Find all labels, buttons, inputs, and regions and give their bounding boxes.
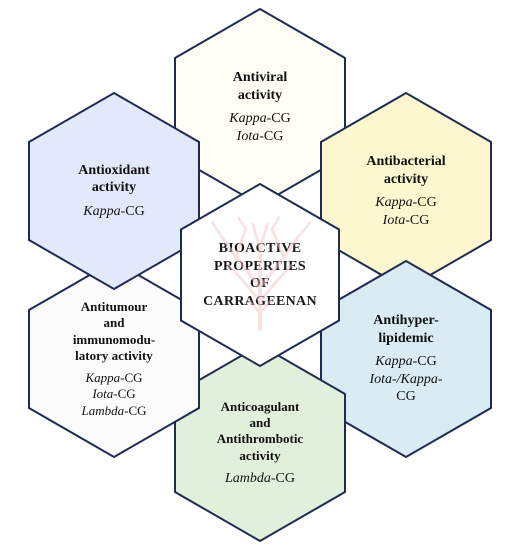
hex-title-line: Antihyper- [373,312,439,330]
hex-body-line: Kappa-CG [83,203,144,221]
hex-title-line: and [217,415,303,431]
hex-body-line: CG [369,388,442,406]
hex-title-line: Antithrombotic [217,431,303,447]
hex-title: Antihyper-lipidemic [373,312,439,347]
hex-body-line: Iota-CG [81,386,146,402]
diagram-stage: BIOACTIVE PROPERTIES OF CARRAGEENAN Anti… [0,0,521,550]
hex-body: Kappa-CGIota-CGLambda-CG [81,370,146,419]
center-hex: BIOACTIVE PROPERTIES OF CARRAGEENAN [181,184,339,366]
center-line: OF [203,275,317,293]
center-line: BIOACTIVE [203,240,317,258]
hex-body: Kappa-CGIota-CG [229,110,290,145]
hex-body: Kappa-CGIota-/Kappa-CG [369,353,442,406]
hex-title-line: immunomodu- [73,332,155,348]
hex-title-line: lipidemic [373,330,439,348]
hex-title-line: Antioxidant [78,162,150,180]
hex-title-line: and [73,315,155,331]
center-line: PROPERTIES [203,258,317,276]
hex-body-line: Iota-CG [229,128,290,146]
hex-body-line: Iota-CG [375,212,436,230]
hex-title-line: Antibacterial [366,153,445,171]
hex-body-line: Kappa-CG [369,353,442,371]
hex-body-line: Iota-/Kappa- [369,371,442,389]
hex-title-line: activity [78,179,150,197]
hex-title-line: Antiviral [233,69,287,87]
hex-title: Antibacterialactivity [366,153,445,188]
hex-title: Antitumourandimmunomodu-latory activity [73,299,155,364]
hex-body: Kappa-CG [83,203,144,221]
hex-body: Lambda-CG [225,470,295,488]
center-title: BIOACTIVE PROPERTIES OF CARRAGEENAN [203,240,317,310]
hex-antitumour: Antitumourandimmunomodu-latory activity K… [29,261,199,457]
hex-body-line: Kappa-CG [229,110,290,128]
hex-title-line: latory activity [73,348,155,364]
hex-title-line: Antitumour [73,299,155,315]
hex-body: Kappa-CGIota-CG [375,194,436,229]
hex-title: AnticoagulantandAntithromboticactivity [217,399,303,464]
hex-title-line: activity [217,448,303,464]
hex-body-line: Lambda-CG [225,470,295,488]
hex-title-line: Anticoagulant [217,399,303,415]
hex-anticoagulant: AnticoagulantandAntithromboticactivity La… [175,345,345,541]
hex-body-line: Kappa-CG [81,370,146,386]
hex-title: Antioxidantactivity [78,162,150,197]
center-line: CARRAGEENAN [203,293,317,311]
hex-antihyperlipidemic: Antihyper-lipidemic Kappa-CGIota-/Kappa-C… [321,261,491,457]
hex-antioxidant: Antioxidantactivity Kappa-CG [29,93,199,289]
hex-title-line: activity [366,171,445,189]
hex-title-line: activity [233,87,287,105]
hex-title: Antiviralactivity [233,69,287,104]
hex-body-line: Kappa-CG [375,194,436,212]
hex-body-line: Lambda-CG [81,403,146,419]
hex-antibacterial: Antibacterialactivity Kappa-CGIota-CG [321,93,491,289]
hex-antiviral: Antiviralactivity Kappa-CGIota-CG [175,9,345,205]
